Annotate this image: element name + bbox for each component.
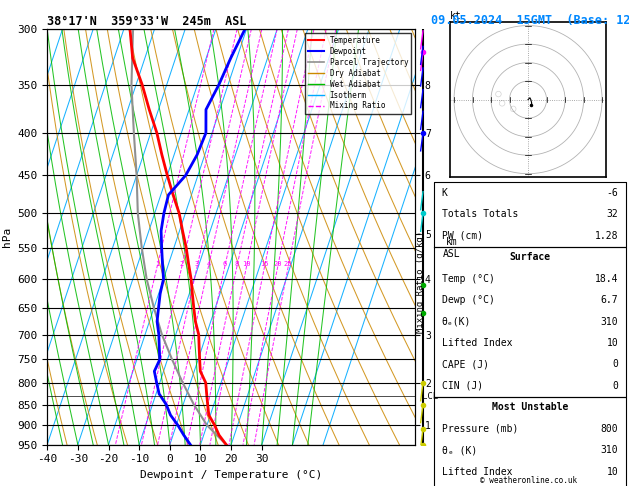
- Text: 15: 15: [260, 261, 269, 267]
- Text: 3: 3: [195, 261, 199, 267]
- Text: Pressure (mb): Pressure (mb): [442, 424, 518, 434]
- Text: LCL: LCL: [423, 392, 438, 400]
- Text: 1: 1: [155, 261, 159, 267]
- Text: © weatheronline.co.uk: © weatheronline.co.uk: [480, 475, 577, 485]
- Text: Surface: Surface: [509, 252, 550, 262]
- Text: 310: 310: [601, 316, 618, 327]
- Text: 10: 10: [606, 338, 618, 348]
- Text: 310: 310: [601, 445, 618, 455]
- Text: Lifted Index: Lifted Index: [442, 338, 512, 348]
- Text: Most Unstable: Most Unstable: [492, 402, 568, 412]
- Text: Lifted Index: Lifted Index: [442, 467, 512, 477]
- Text: 0: 0: [612, 381, 618, 391]
- Text: 4: 4: [206, 261, 211, 267]
- Text: 800: 800: [601, 424, 618, 434]
- Legend: Temperature, Dewpoint, Parcel Trajectory, Dry Adiabat, Wet Adiabat, Isotherm, Mi: Temperature, Dewpoint, Parcel Trajectory…: [305, 33, 411, 114]
- Text: 6: 6: [223, 261, 227, 267]
- Y-axis label: km
ASL: km ASL: [443, 237, 460, 259]
- Text: 09.05.2024  15GMT  (Base: 12): 09.05.2024 15GMT (Base: 12): [431, 14, 629, 27]
- Text: K: K: [442, 188, 448, 198]
- Text: 18.4: 18.4: [594, 274, 618, 284]
- Text: CAPE (J): CAPE (J): [442, 360, 489, 369]
- Text: 25: 25: [284, 261, 292, 267]
- Text: θₑ (K): θₑ (K): [442, 445, 477, 455]
- Text: 32: 32: [606, 209, 618, 219]
- Text: kt: kt: [450, 11, 462, 21]
- Text: Dewp (°C): Dewp (°C): [442, 295, 494, 305]
- Text: PW (cm): PW (cm): [442, 231, 483, 241]
- Text: 8: 8: [235, 261, 239, 267]
- Text: CIN (J): CIN (J): [442, 381, 483, 391]
- Text: θₑ(K): θₑ(K): [442, 316, 471, 327]
- Text: 0: 0: [612, 360, 618, 369]
- Text: 2: 2: [180, 261, 184, 267]
- Y-axis label: hPa: hPa: [2, 227, 12, 247]
- Text: Totals Totals: Totals Totals: [442, 209, 518, 219]
- Text: 6.7: 6.7: [601, 295, 618, 305]
- Text: 10: 10: [606, 467, 618, 477]
- Text: -6: -6: [606, 188, 618, 198]
- X-axis label: Dewpoint / Temperature (°C): Dewpoint / Temperature (°C): [140, 470, 322, 480]
- Text: 38°17'N  359°33'W  245m  ASL: 38°17'N 359°33'W 245m ASL: [47, 15, 247, 28]
- Text: 1.28: 1.28: [594, 231, 618, 241]
- Text: Temp (°C): Temp (°C): [442, 274, 494, 284]
- Text: 10: 10: [242, 261, 251, 267]
- Text: Mixing Ratio (g/kg): Mixing Ratio (g/kg): [416, 231, 425, 333]
- Text: 20: 20: [274, 261, 282, 267]
